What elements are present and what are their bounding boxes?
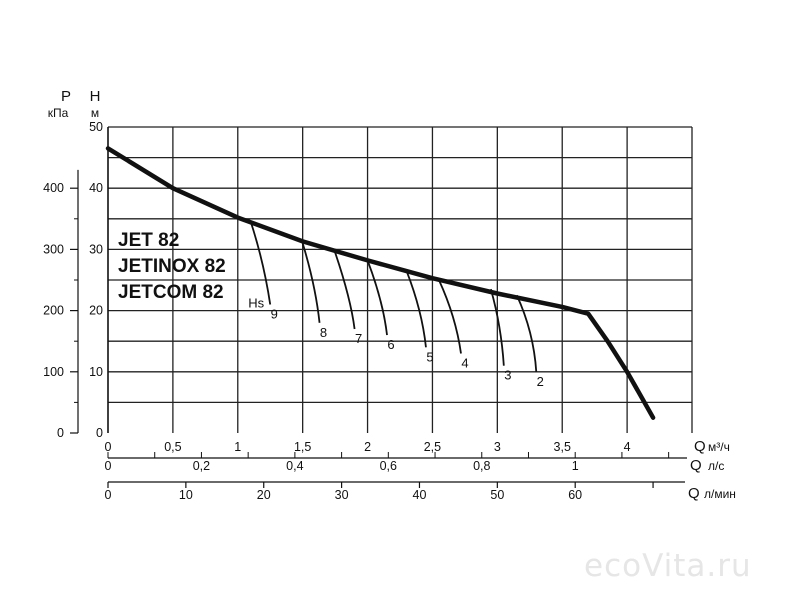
model-name: JET 82 — [118, 230, 179, 251]
model-name: JETINOX 82 — [118, 256, 226, 277]
performance-curve — [105, 146, 656, 420]
q-lmin-tick-label: 40 — [413, 488, 427, 502]
p-tick-label: 100 — [43, 365, 64, 379]
q-ls-tick-label: 0,8 — [473, 459, 490, 473]
q-m3h-tick-label: 0,5 — [164, 440, 181, 454]
q-lmin-tick-label: 50 — [490, 488, 504, 502]
p-axis-unit: кПа — [48, 106, 69, 120]
h-tick-label: 30 — [89, 242, 103, 256]
suction-curve-8 — [301, 243, 321, 323]
suction-curve-9 — [249, 221, 272, 305]
model-name: JETCOM 82 — [118, 282, 224, 303]
q-m3h-tick-label: 2,5 — [424, 440, 441, 454]
q-m3h-tick-label: 3 — [494, 440, 501, 454]
q-ls-tick-label: 0,6 — [380, 459, 397, 473]
p-tick-label: 300 — [43, 242, 64, 256]
q-lmin-tick-label: 0 — [105, 488, 112, 502]
curve-layer — [105, 146, 656, 420]
q-lmin-tick-label: 20 — [257, 488, 271, 502]
q-ls-axis-title: Q — [690, 457, 702, 474]
q-m3h-axis-title: Q — [694, 438, 706, 455]
q-m3h-tick-label: 0 — [105, 440, 112, 454]
suction-hs-label: Hs — [248, 295, 264, 310]
h-axis-unit: м — [91, 106, 99, 120]
h-axis-title: H — [90, 88, 101, 105]
suction-curve-7 — [334, 252, 356, 330]
p-tick-label: 0 — [57, 426, 64, 440]
h-tick-label: 10 — [89, 365, 103, 379]
h-tick-label: 40 — [89, 181, 103, 195]
p-tick-label: 400 — [43, 181, 64, 195]
q-lmin-tick-label: 60 — [568, 488, 582, 502]
p-tick-label: 200 — [43, 304, 64, 318]
suction-label-5: 5 — [426, 349, 433, 364]
q-ls-tick-label: 0,2 — [193, 459, 210, 473]
q-ls-tick-label: 1 — [572, 459, 579, 473]
label-layer: 9 8 7 6 5 4 3 2 Hs JET 82 JETINOX 82 JETCOM 82 — [118, 230, 544, 389]
h-tick-label: 0 — [96, 426, 103, 440]
q-lmin-axis-unit: л/мин — [704, 487, 736, 501]
suction-label-9: 9 — [271, 306, 278, 321]
h-tick-label: 50 — [89, 120, 103, 134]
q-lmin-tick-label: 30 — [335, 488, 349, 502]
grid — [107, 126, 693, 433]
suction-label-4: 4 — [461, 355, 468, 370]
suction-curve-6 — [366, 260, 388, 336]
q-lmin-tick-label: 10 — [179, 488, 193, 502]
q-ls-tick-label: 0 — [105, 459, 112, 473]
watermark: ecoVita.ru — [584, 548, 752, 584]
suction-curve-2 — [515, 294, 538, 372]
q-m3h-tick-label: 3,5 — [554, 440, 571, 454]
q-m3h-tick-label: 1 — [234, 440, 241, 454]
suction-label-3: 3 — [504, 368, 511, 383]
q-ls-axis-unit: л/с — [708, 459, 724, 473]
q-lmin-axis-title: Q — [688, 485, 700, 502]
suction-curve-3 — [489, 288, 505, 366]
q-m3h-tick-label: 1,5 — [294, 440, 311, 454]
q-ls-tick-label: 0,4 — [286, 459, 303, 473]
q-m3h-tick-label: 4 — [624, 440, 631, 454]
suction-label-7: 7 — [355, 331, 362, 346]
q-m3h-tick-label: 2 — [364, 440, 371, 454]
suction-curve-5 — [405, 270, 427, 348]
suction-curve-4 — [438, 279, 462, 354]
suction-label-6: 6 — [387, 337, 394, 352]
q-m3h-axis-unit: м³/ч — [708, 440, 730, 454]
suction-label-2: 2 — [537, 374, 544, 389]
suction-label-8: 8 — [320, 325, 327, 340]
p-axis-title: P — [61, 88, 71, 105]
h-tick-label: 20 — [89, 304, 103, 318]
